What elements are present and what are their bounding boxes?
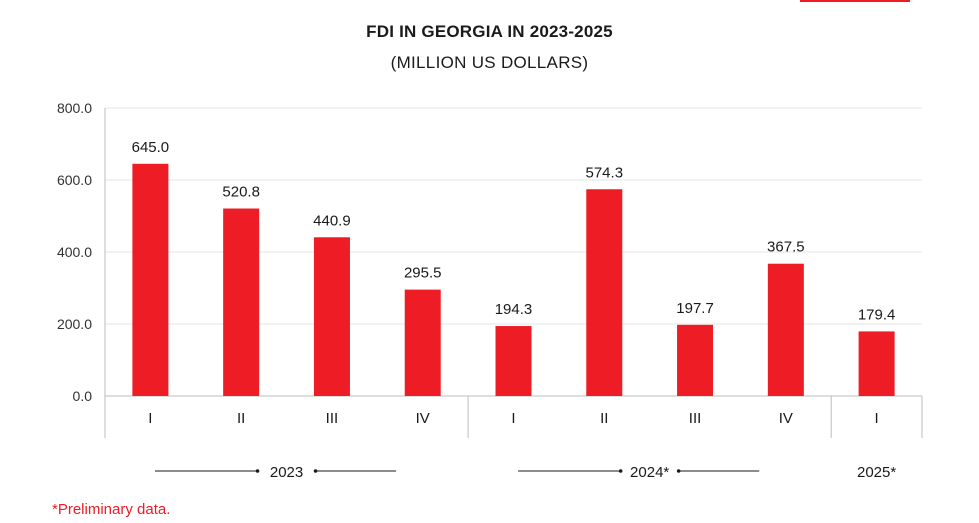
- bar: [767, 263, 804, 396]
- y-tick-label: 800.0: [57, 100, 92, 116]
- chart-title: FDI IN GEORGIA IN 2023-2025: [366, 22, 613, 41]
- x-tick-label: IV: [779, 410, 793, 427]
- group-connector-dot: [313, 469, 318, 473]
- group-connector-dot: [676, 469, 681, 473]
- group-connector-dot: [255, 469, 260, 473]
- x-tick-label: I: [148, 410, 152, 427]
- group-label: 2024*: [630, 464, 669, 481]
- x-tick-label: II: [237, 410, 245, 427]
- footnote: *Preliminary data.: [52, 501, 171, 518]
- bar: [313, 237, 350, 396]
- bar: [404, 289, 441, 396]
- y-tick-label: 0.0: [73, 388, 93, 404]
- x-tick-label: III: [689, 410, 702, 427]
- bar: [586, 189, 623, 396]
- bar: [495, 326, 532, 396]
- x-tick-label: I: [875, 410, 879, 427]
- data-label: 440.9: [313, 212, 351, 229]
- data-label: 179.4: [858, 306, 896, 323]
- data-label: 574.3: [586, 164, 624, 181]
- bar: [132, 163, 169, 396]
- data-label: 645.0: [132, 139, 170, 156]
- data-label: 197.7: [676, 300, 714, 317]
- x-tick-label: II: [600, 410, 608, 427]
- x-tick-label: IV: [416, 410, 430, 427]
- data-label: 295.5: [404, 265, 442, 282]
- group-connector-dot: [618, 469, 623, 473]
- bar: [223, 208, 260, 396]
- data-label: 367.5: [767, 239, 805, 256]
- top-accent-line: [800, 0, 910, 2]
- bar: [677, 324, 714, 396]
- x-tick-label: III: [326, 410, 339, 427]
- y-tick-label: 200.0: [57, 316, 92, 332]
- bar: [858, 331, 895, 396]
- data-label: 520.8: [222, 184, 260, 201]
- data-label: 194.3: [495, 301, 533, 318]
- x-tick-label: I: [511, 410, 515, 427]
- group-label: 2023: [270, 464, 303, 481]
- group-label: 2025*: [857, 464, 896, 481]
- chart-subtitle: (MILLION US DOLLARS): [390, 53, 589, 72]
- y-tick-label: 600.0: [57, 172, 92, 188]
- y-tick-label: 400.0: [57, 244, 92, 260]
